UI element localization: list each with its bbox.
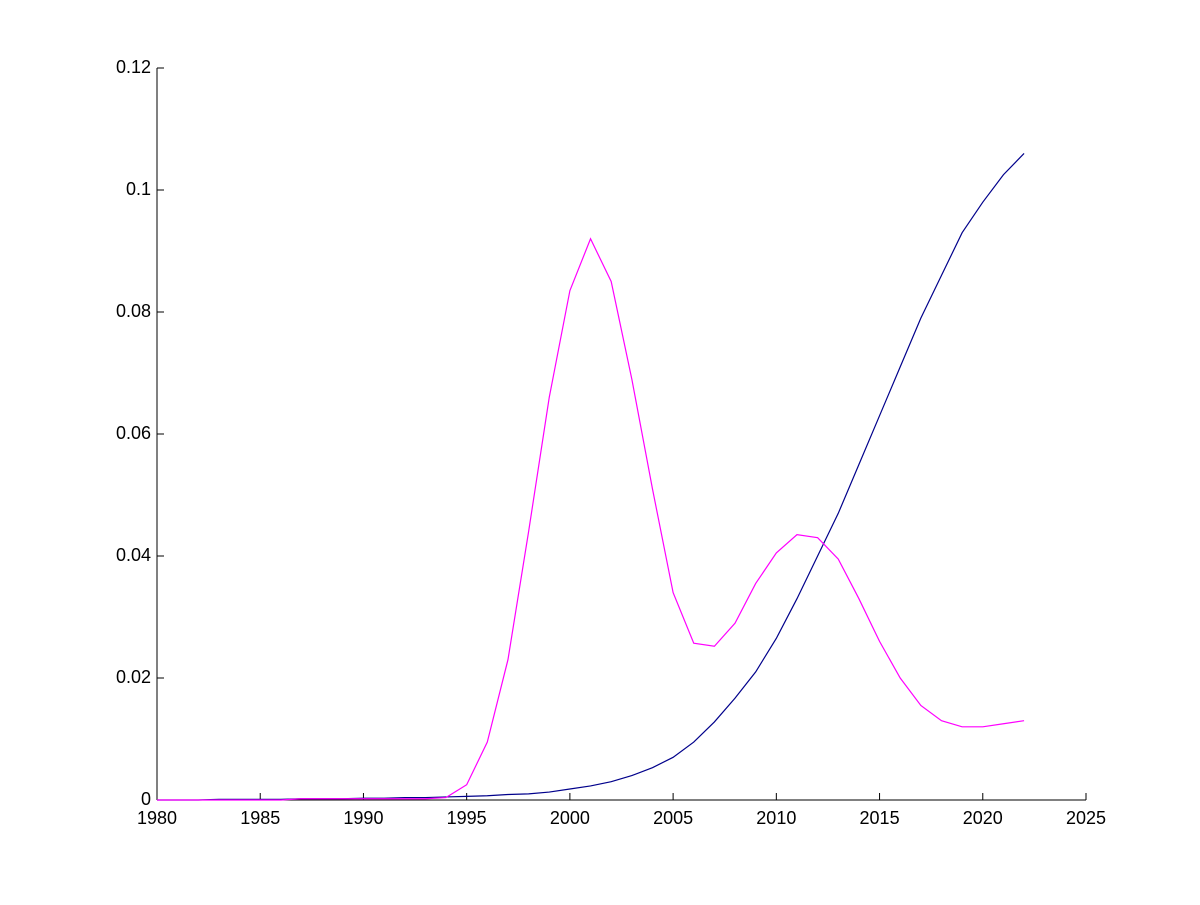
x-tick-label: 1995: [447, 808, 487, 828]
series-line: [157, 152, 1025, 801]
x-tick-label: 2000: [550, 808, 590, 828]
y-tick-label: 0.12: [116, 57, 151, 77]
y-tick-label: 0: [141, 789, 151, 809]
x-tick-label: 2015: [860, 808, 900, 828]
x-tick-label: 1980: [137, 808, 177, 828]
series-line: [157, 237, 1025, 801]
x-tick-label: 1985: [240, 808, 280, 828]
x-tick-label: 2005: [653, 808, 693, 828]
y-tick-label: 0.02: [116, 667, 151, 687]
y-tick-label: 0.1: [126, 179, 151, 199]
x-tick-label: 2010: [756, 808, 796, 828]
y-tick-label: 0.04: [116, 545, 151, 565]
y-tick-label: 0.06: [116, 423, 151, 443]
x-tick-label: 1990: [343, 808, 383, 828]
x-tick-label: 2025: [1066, 808, 1106, 828]
y-tick-label: 0.08: [116, 301, 151, 321]
x-tick-label: 2020: [963, 808, 1003, 828]
